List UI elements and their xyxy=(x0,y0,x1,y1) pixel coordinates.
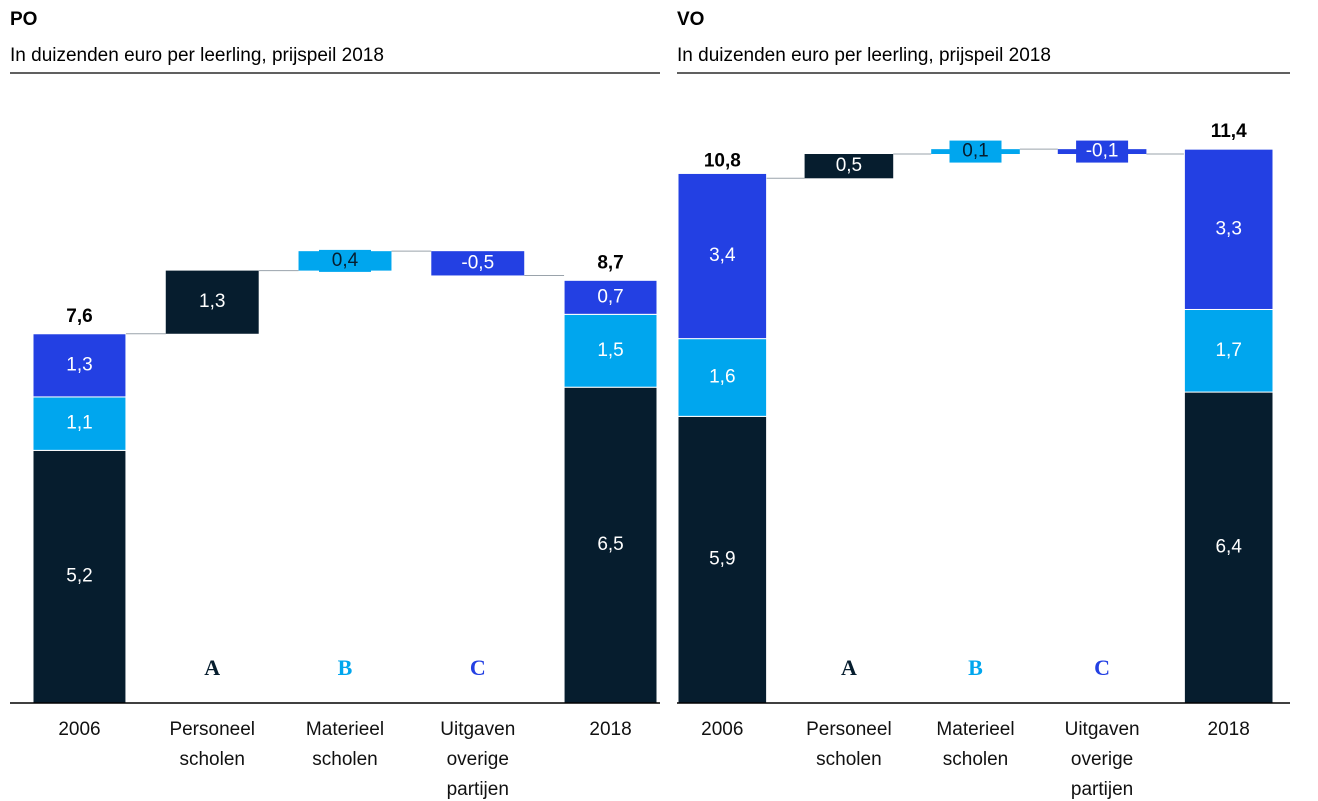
value-label: 1,5 xyxy=(597,340,623,361)
value-label: 1,1 xyxy=(66,413,92,434)
chart-subtitle: In duizenden euro per leerling, prijspei… xyxy=(677,45,1051,66)
value-label: 3,4 xyxy=(709,245,736,266)
x-tick-label: 2018 xyxy=(1208,719,1250,740)
bar-segment xyxy=(563,386,658,704)
bar-segment xyxy=(677,415,768,704)
total-label: 8,7 xyxy=(597,252,623,273)
chart-subtitle: In duizenden euro per leerling, prijspei… xyxy=(10,45,384,66)
delta-bar xyxy=(804,154,894,179)
value-label: 1,7 xyxy=(1215,340,1241,361)
value-label: 0,5 xyxy=(836,155,862,176)
value-label: 0,4 xyxy=(332,250,359,271)
bar-segment xyxy=(563,279,658,315)
total-label: 10,8 xyxy=(704,150,741,171)
value-label: 5,2 xyxy=(66,566,92,587)
x-tick-label: Materieel scholen xyxy=(306,719,384,770)
x-tick-label: Uitgaven overige partijen xyxy=(440,719,515,800)
value-label: -0,5 xyxy=(461,252,494,273)
chart-title: PO xyxy=(10,9,37,30)
series-letter: B xyxy=(338,655,353,680)
value-label: 1,6 xyxy=(709,367,735,388)
x-tick-label: Personeel scholen xyxy=(169,719,255,770)
value-label: 6,4 xyxy=(1215,537,1242,558)
x-tick-label: 2018 xyxy=(589,719,631,740)
delta-bar xyxy=(165,270,259,334)
value-label: 1,3 xyxy=(66,354,92,375)
value-label: 6,5 xyxy=(597,534,623,555)
value-label: 3,3 xyxy=(1215,218,1241,239)
label-box xyxy=(319,249,371,272)
bar-segment xyxy=(32,333,127,398)
bar-segment xyxy=(677,172,768,340)
x-tick-label: Personeel scholen xyxy=(806,719,892,770)
chart-title: VO xyxy=(677,9,704,30)
x-tick-label: Uitgaven overige partijen xyxy=(1065,719,1140,800)
series-letter: B xyxy=(968,655,983,680)
value-label: 5,9 xyxy=(709,549,735,570)
bar-segment xyxy=(32,396,127,451)
label-box xyxy=(1076,140,1129,163)
series-letter: C xyxy=(470,655,486,680)
value-label: 1,3 xyxy=(199,291,225,312)
label-box xyxy=(949,140,1002,163)
delta-bar xyxy=(431,251,525,276)
bar-segment xyxy=(563,313,658,388)
series-letter: A xyxy=(204,655,220,680)
value-label: 0,1 xyxy=(962,141,988,162)
total-label: 11,4 xyxy=(1211,121,1247,142)
bar-segment xyxy=(1183,148,1274,310)
total-label: 7,6 xyxy=(66,306,92,327)
series-letter: C xyxy=(1094,655,1110,680)
series-letter: A xyxy=(841,655,857,680)
x-tick-label: Materieel scholen xyxy=(936,719,1014,770)
value-label: 0,7 xyxy=(597,286,623,307)
value-label: -0,1 xyxy=(1086,141,1119,162)
x-tick-label: 2006 xyxy=(58,719,100,740)
x-tick-label: 2006 xyxy=(701,719,743,740)
